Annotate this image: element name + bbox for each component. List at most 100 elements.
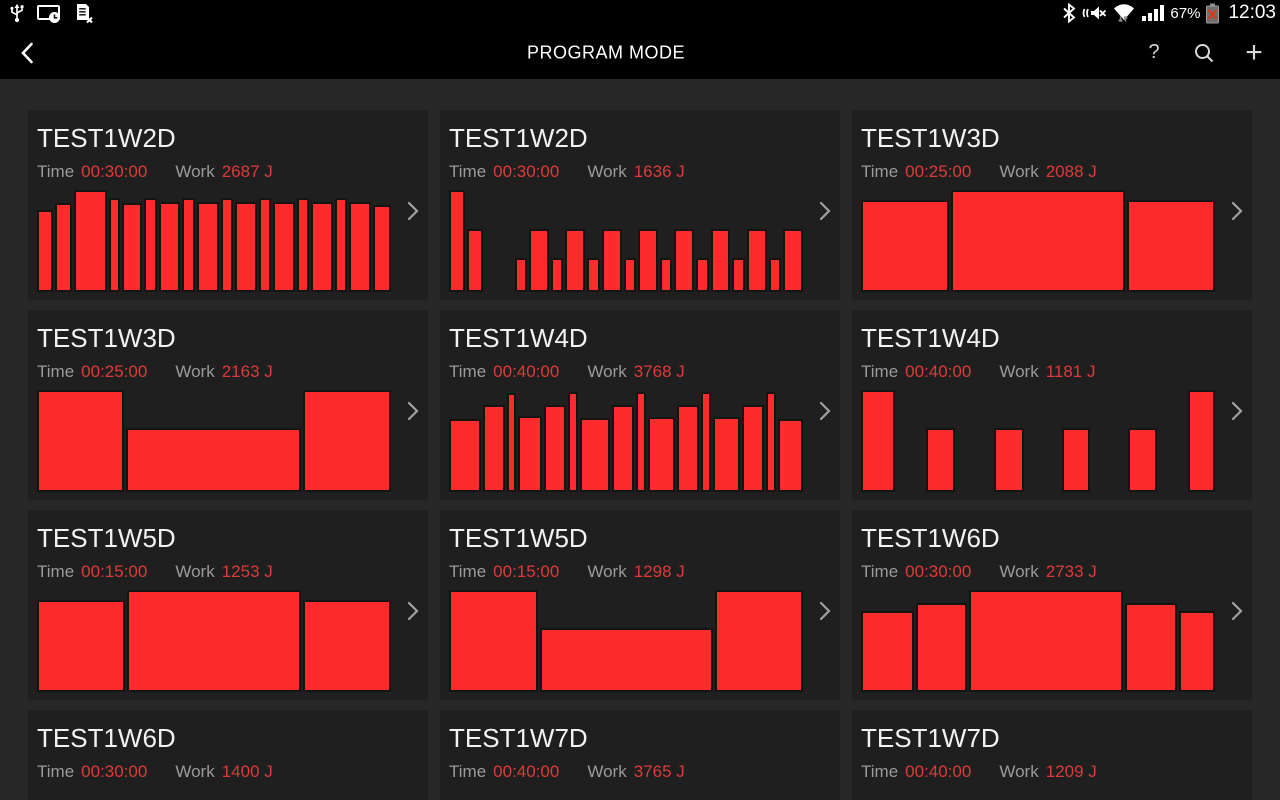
chart-bar	[126, 590, 301, 692]
time-label: Time	[861, 761, 899, 781]
open-program-chevron[interactable]	[1224, 196, 1250, 226]
chart-bar	[550, 258, 564, 292]
work-value: 1636 J	[633, 161, 685, 181]
work-label: Work	[999, 761, 1039, 781]
chart-bar	[220, 198, 234, 292]
chart-bar	[742, 405, 764, 492]
program-meta: Time 00:40:00 Work 1209 J	[852, 753, 1252, 782]
add-program-button[interactable]: +	[1245, 35, 1263, 69]
program-meta: Time 00:40:00 Work 3765 J	[440, 753, 840, 782]
program-meta: Time 00:25:00 Work 2163 J	[28, 353, 428, 382]
program-chart	[448, 590, 804, 692]
open-program-chevron[interactable]	[1224, 596, 1250, 626]
program-chart	[36, 390, 392, 492]
work-label: Work	[175, 361, 215, 381]
chart-bar	[144, 198, 158, 292]
program-meta: Time 00:30:00 Work 2733 J	[852, 553, 1252, 582]
open-program-chevron[interactable]	[400, 596, 426, 626]
program-card[interactable]: TEST1W7D Time 00:40:00 Work 3765 J	[440, 710, 840, 800]
program-chart	[860, 190, 1216, 292]
work-label: Work	[175, 161, 215, 181]
program-chart	[860, 790, 1216, 800]
open-program-chevron[interactable]	[1224, 396, 1250, 426]
chart-bar	[674, 228, 695, 292]
chart-bar	[712, 416, 741, 492]
work-label: Work	[999, 561, 1039, 581]
program-meta: Time 00:15:00 Work 1298 J	[440, 553, 840, 582]
chart-bar	[1178, 611, 1215, 692]
program-meta: Time 00:25:00 Work 2088 J	[852, 153, 1252, 182]
chart-gap	[896, 491, 925, 492]
program-card[interactable]: TEST1W6D Time 00:30:00 Work 1400 J	[28, 710, 428, 800]
chart-bar	[74, 190, 107, 292]
action-bar: PROGRAM MODE ? +	[0, 26, 1280, 79]
screen-share-clock-icon	[37, 5, 60, 23]
open-program-chevron[interactable]	[812, 796, 838, 800]
program-title: TEST1W6D	[861, 523, 1000, 553]
program-title: TEST1W4D	[449, 323, 588, 353]
search-icon	[1195, 43, 1214, 62]
chart-bar	[601, 228, 622, 292]
chart-bar	[37, 600, 125, 692]
program-card[interactable]: TEST1W2D Time 00:30:00 Work 1636 J	[440, 110, 840, 300]
help-button[interactable]: ?	[1148, 41, 1160, 63]
chart-bar	[765, 392, 776, 492]
program-card[interactable]: TEST1W4D Time 00:40:00 Work 3768 J	[440, 310, 840, 500]
open-program-chevron[interactable]	[400, 796, 426, 800]
status-time: 12:03	[1228, 2, 1276, 23]
program-card[interactable]: TEST1W3D Time 00:25:00 Work 2088 J	[852, 110, 1252, 300]
chevron-right-icon	[1231, 601, 1243, 621]
program-title: TEST1W4D	[861, 323, 1000, 353]
chart-bar	[302, 600, 391, 692]
open-program-chevron[interactable]	[400, 396, 426, 426]
open-program-chevron[interactable]	[1224, 796, 1250, 800]
chart-bar	[612, 405, 634, 492]
open-program-chevron[interactable]	[400, 196, 426, 226]
chart-bar	[710, 228, 731, 292]
work-value: 2088 J	[1045, 161, 1097, 181]
chart-bar	[565, 228, 586, 292]
program-meta: Time 00:40:00 Work 1181 J	[852, 353, 1252, 382]
chart-bar	[783, 228, 803, 292]
program-card[interactable]: TEST1W2D Time 00:30:00 Work 2687 J	[28, 110, 428, 300]
chevron-right-icon	[1231, 401, 1243, 421]
search-button[interactable]	[1186, 35, 1222, 71]
work-value: 1209 J	[1045, 761, 1097, 781]
chart-bar	[700, 392, 711, 492]
time-value: 00:30:00	[905, 561, 972, 581]
program-card[interactable]: TEST1W6D Time 00:30:00 Work 2733 J	[852, 510, 1252, 700]
chevron-right-icon	[1231, 201, 1243, 221]
chart-bar	[449, 418, 481, 492]
program-card[interactable]: TEST1W7D Time 00:40:00 Work 1209 J	[852, 710, 1252, 800]
chart-bar	[587, 258, 600, 292]
program-card[interactable]: TEST1W4D Time 00:40:00 Work 1181 J	[852, 310, 1252, 500]
back-button[interactable]	[10, 36, 44, 70]
program-card[interactable]: TEST1W5D Time 00:15:00 Work 1298 J	[440, 510, 840, 700]
program-chart	[36, 790, 392, 800]
chart-gap	[1025, 491, 1061, 492]
work-value: 3765 J	[633, 761, 685, 781]
time-label: Time	[449, 561, 487, 581]
chart-bar	[579, 417, 611, 492]
chart-bar	[1188, 390, 1216, 492]
chart-bar	[544, 405, 567, 492]
work-value: 1253 J	[221, 561, 273, 581]
program-card[interactable]: TEST1W3D Time 00:25:00 Work 2163 J	[28, 310, 428, 500]
time-label: Time	[861, 561, 899, 581]
program-meta: Time 00:40:00 Work 3768 J	[440, 353, 840, 382]
chart-bar	[108, 198, 120, 292]
chart-bar	[349, 202, 371, 292]
program-meta: Time 00:15:00 Work 1253 J	[28, 553, 428, 582]
program-meta: Time 00:30:00 Work 1636 J	[440, 153, 840, 182]
chart-bar	[159, 202, 181, 292]
time-value: 00:15:00	[81, 561, 148, 581]
open-program-chevron[interactable]	[812, 196, 838, 226]
program-card[interactable]: TEST1W5D Time 00:15:00 Work 1253 J	[28, 510, 428, 700]
open-program-chevron[interactable]	[812, 596, 838, 626]
chart-bar	[449, 190, 466, 292]
chart-bar	[197, 202, 219, 292]
work-value: 2163 J	[221, 361, 273, 381]
chart-bar	[449, 590, 538, 692]
program-title: TEST1W2D	[449, 123, 588, 153]
open-program-chevron[interactable]	[812, 396, 838, 426]
